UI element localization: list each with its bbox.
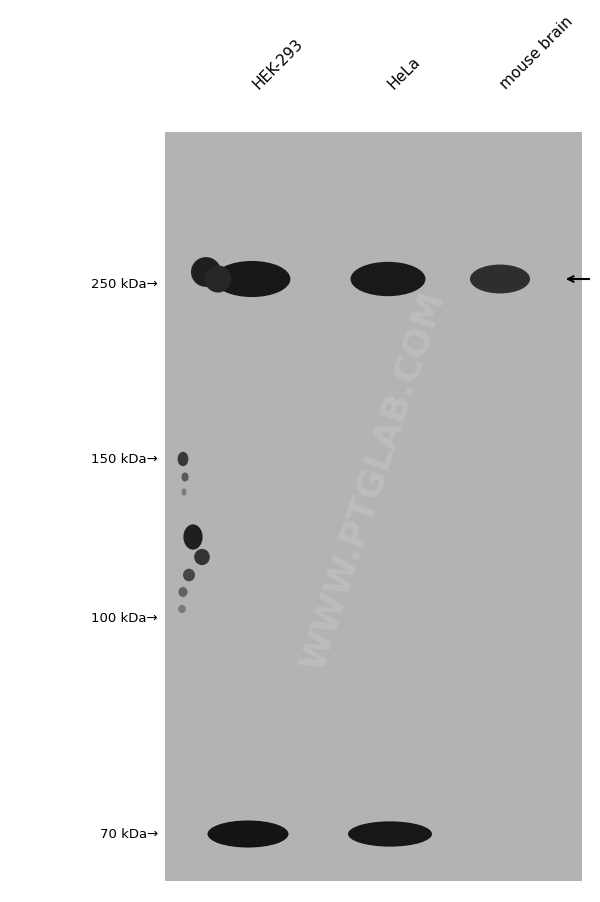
Ellipse shape xyxy=(348,822,432,847)
Bar xyxy=(165,133,582,881)
Ellipse shape xyxy=(214,262,290,298)
Ellipse shape xyxy=(182,489,187,496)
Ellipse shape xyxy=(205,266,232,293)
Text: 150 kDa→: 150 kDa→ xyxy=(91,453,158,466)
Ellipse shape xyxy=(194,549,210,566)
Text: 100 kDa→: 100 kDa→ xyxy=(91,611,158,624)
Text: HeLa: HeLa xyxy=(385,54,423,92)
Ellipse shape xyxy=(350,262,425,297)
Text: 250 kDa→: 250 kDa→ xyxy=(91,278,158,291)
Ellipse shape xyxy=(183,569,195,582)
Ellipse shape xyxy=(181,473,188,482)
Ellipse shape xyxy=(184,525,203,550)
Ellipse shape xyxy=(179,587,187,597)
Text: 70 kDa→: 70 kDa→ xyxy=(100,827,158,841)
Text: WWW.PTGLAB.COM: WWW.PTGLAB.COM xyxy=(296,287,451,674)
Ellipse shape xyxy=(470,265,530,294)
Ellipse shape xyxy=(208,821,289,848)
Ellipse shape xyxy=(178,605,186,613)
Ellipse shape xyxy=(191,258,221,288)
Text: HEK-293: HEK-293 xyxy=(250,36,306,92)
Text: mouse brain: mouse brain xyxy=(498,14,576,92)
Ellipse shape xyxy=(178,452,188,466)
